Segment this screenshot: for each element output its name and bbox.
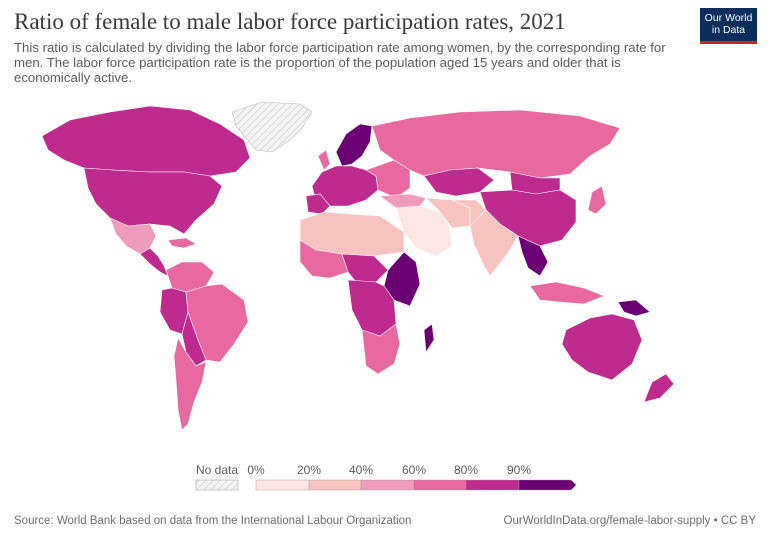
region-sahel[interactable] xyxy=(341,253,389,283)
legend-bin-40-60[interactable] xyxy=(360,479,415,491)
region-madagascar[interactable] xyxy=(423,323,435,353)
region-mainland-se-asia[interactable] xyxy=(517,235,549,277)
region-papua[interactable] xyxy=(617,299,651,317)
logo-line-1: Our World xyxy=(704,12,753,24)
world-map[interactable] xyxy=(0,92,768,452)
legend-bin-60-80[interactable] xyxy=(413,479,467,491)
region-argentina-chile[interactable] xyxy=(173,337,207,431)
chart-title: Ratio of female to male labor force part… xyxy=(14,9,566,34)
region-india[interactable] xyxy=(469,209,519,277)
region-kazakhstan[interactable] xyxy=(423,167,495,197)
color-legend: No data 0% 20% 40% 60% 80% 90% xyxy=(195,463,576,491)
region-uk[interactable] xyxy=(317,149,331,171)
legend-bin-80-90[interactable] xyxy=(465,479,520,491)
region-central-america[interactable] xyxy=(139,247,169,277)
region-united-states[interactable] xyxy=(83,167,223,235)
region-scandinavia[interactable] xyxy=(335,123,373,167)
legend-open-end-arrow xyxy=(571,480,576,490)
region-middle-east[interactable] xyxy=(395,205,453,257)
region-new-zealand[interactable] xyxy=(643,373,675,403)
legend-bin-0-20[interactable] xyxy=(255,479,310,491)
legend-tick-label: 90% xyxy=(507,463,531,477)
legend-no-data-swatch[interactable] xyxy=(195,479,239,491)
logo-line-2: in Data xyxy=(711,24,746,36)
region-caribbean[interactable] xyxy=(167,237,197,249)
region-turkey[interactable] xyxy=(379,193,427,209)
region-indonesia-philippines[interactable] xyxy=(529,281,605,305)
legend-no-data-label: No data xyxy=(196,463,238,477)
legend-tick-label: 80% xyxy=(454,463,478,477)
chart-subtitle: This ratio is calculated by dividing the… xyxy=(14,40,666,85)
region-russia[interactable] xyxy=(371,109,621,179)
region-southern-africa[interactable] xyxy=(361,323,401,375)
source-url[interactable]: OurWorldInData.org/female-labor-supply •… xyxy=(503,515,756,527)
region-greenland[interactable] xyxy=(231,101,313,153)
region-west-africa[interactable] xyxy=(299,239,349,279)
legend-bin-90+[interactable] xyxy=(518,479,572,491)
source-note: Source: World Bank based on data from th… xyxy=(14,515,412,527)
owid-logo[interactable]: Our World in Data xyxy=(700,8,757,44)
legend-tick-label: 60% xyxy=(402,463,426,477)
legend-tick-label: 40% xyxy=(349,463,373,477)
region-japan[interactable] xyxy=(587,185,607,215)
legend-bin-20-40[interactable] xyxy=(308,479,362,491)
region-iberia[interactable] xyxy=(305,193,331,215)
legend-tick-label: 0% xyxy=(247,463,265,477)
region-canada[interactable] xyxy=(41,105,251,177)
legend-tick-label: 20% xyxy=(297,463,321,477)
region-australia[interactable] xyxy=(561,313,643,381)
